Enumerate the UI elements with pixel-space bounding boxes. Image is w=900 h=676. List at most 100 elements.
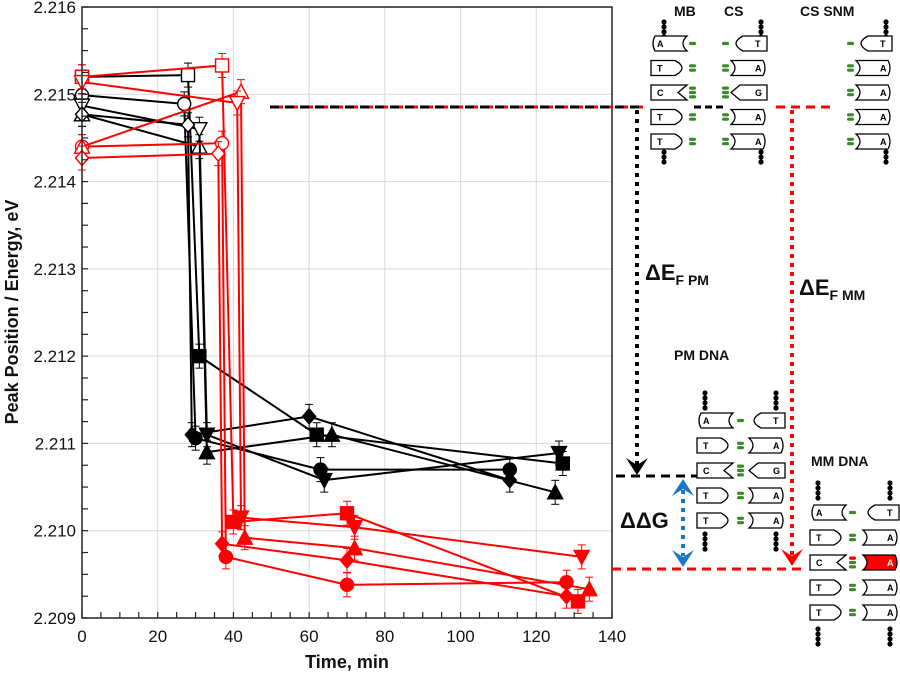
series-red-circle <box>74 130 574 598</box>
base-right: A <box>729 133 766 150</box>
data-point-red-triangle-down <box>232 510 250 527</box>
data-point-red-triangle-down <box>345 520 364 537</box>
axes: 0 20 40 60 80 100 120 140 2.209 2.210 2.211 2.212 2.… <box>33 0 626 646</box>
series-red-triangle-down <box>73 69 591 570</box>
backbone-dot <box>815 490 821 496</box>
hydrogen-bond <box>849 510 856 515</box>
base-right: A <box>854 59 891 77</box>
series-line-black-triangle-down <box>81 104 560 482</box>
base-letter: G <box>755 88 762 98</box>
data-point-red-triangle-up <box>580 580 598 597</box>
y-tick-label: 2.214 <box>33 173 76 192</box>
hydrogen-bond <box>849 565 856 569</box>
hydrogen-bond <box>689 142 696 146</box>
backbone-dot <box>883 24 889 30</box>
backbone-dot <box>883 29 889 35</box>
base-letter: A <box>773 516 780 526</box>
dna-strands: A T C T T T A G A A T A A A A A T T A C G T A T A A T T A C A T A T A <box>650 19 900 647</box>
base-left: T <box>650 108 683 126</box>
backbone-dot <box>758 154 764 160</box>
hydrogen-bond <box>849 583 856 587</box>
x-tick-label: 120 <box>522 627 550 646</box>
label-mm-dna: MM DNA <box>811 453 869 469</box>
base-letter: A <box>816 508 823 518</box>
hydrogen-bond <box>849 556 856 560</box>
hydrogen-bond <box>722 86 729 90</box>
hydrogen-bond <box>737 441 744 445</box>
x-axis-label: Time, min <box>305 652 389 672</box>
series-black-triangle-up <box>73 101 564 505</box>
label-mb: MB <box>674 3 696 19</box>
hydrogen-bond <box>847 88 854 92</box>
y-tick-label: 2.209 <box>33 609 76 628</box>
x-tick-label: 0 <box>77 627 86 646</box>
label-cs-snm: CS SNM <box>800 3 854 19</box>
base-left: T <box>650 59 683 77</box>
label-delta-ef-pm: ΔEF PM <box>645 260 709 288</box>
data-point-black-triangle-up <box>198 443 216 460</box>
backbone-dot <box>702 400 708 406</box>
base-letter: A <box>773 491 780 501</box>
base-left: T <box>696 437 729 454</box>
hydrogen-bond <box>737 491 744 495</box>
hydrogen-bond <box>847 93 854 97</box>
base-letter: A <box>880 88 887 98</box>
data-point-red-triangle-down <box>228 95 246 112</box>
hydrogen-bond <box>689 117 696 121</box>
hydrogen-bond <box>847 117 854 121</box>
backbone-dot <box>883 154 889 160</box>
base-right: T <box>860 35 893 52</box>
hydrogen-bond <box>849 538 856 542</box>
label-delta-delta-g: ΔΔG <box>620 508 669 533</box>
y-tick-label: 2.215 <box>33 85 76 104</box>
backbone-dot <box>702 546 708 552</box>
hydrogen-bond <box>722 64 729 68</box>
backbone-dot <box>702 405 708 411</box>
base-letter: T <box>816 533 822 543</box>
data-point-red-triangle-up <box>345 539 364 556</box>
hydrogen-bond <box>847 137 854 141</box>
ddg-arrowhead-down-icon <box>672 550 694 567</box>
hydrogen-bond <box>847 64 854 68</box>
base-letter: G <box>773 466 780 476</box>
series-line-red-square <box>81 64 579 603</box>
x-tick-label: 140 <box>598 627 626 646</box>
ddg-arrowhead-up-icon <box>672 479 694 496</box>
hydrogen-bond <box>849 613 856 617</box>
backbone-dot <box>773 531 779 537</box>
hydrogen-bond <box>737 468 744 473</box>
backbone-dot <box>887 631 893 637</box>
base-letter: A <box>755 64 762 74</box>
y-tick-label: 2.211 <box>35 434 76 453</box>
backbone-dot <box>773 541 779 547</box>
y-axis-label: Peak Position / Energy, eV <box>2 200 22 425</box>
data-point-black-diamond <box>502 471 518 489</box>
data-point-red-diamond <box>559 587 574 605</box>
base-letter: T <box>703 441 709 451</box>
data-point-red-triangle-up <box>236 528 254 545</box>
backbone-dot <box>758 29 764 35</box>
backbone-dot <box>773 536 779 542</box>
cs-snm-strand: T A A A A <box>847 19 893 165</box>
hydrogen-bond <box>689 41 696 46</box>
base-right: A <box>747 437 784 454</box>
hydrogen-bond <box>722 95 729 99</box>
hydrogen-bond <box>737 496 744 500</box>
backbone-dot <box>815 480 821 486</box>
hydrogen-bond <box>689 90 696 95</box>
x-tick-label: 20 <box>148 627 167 646</box>
data-point-black-triangle-down <box>315 472 333 490</box>
data-point-red-square <box>570 594 586 609</box>
backbone-dot <box>773 546 779 552</box>
backbone-dot <box>773 395 779 401</box>
backbone-dot <box>661 154 667 160</box>
data-point-red-triangle-down <box>573 549 591 566</box>
series-line-black-circle <box>81 94 510 471</box>
backbone-dot <box>815 626 821 632</box>
base-letter: A <box>755 113 762 123</box>
base-left: T <box>809 579 842 596</box>
hydrogen-bond <box>847 68 854 72</box>
base-right: A <box>861 579 898 596</box>
base-letter: T <box>816 583 822 593</box>
base-right: A <box>729 108 766 126</box>
